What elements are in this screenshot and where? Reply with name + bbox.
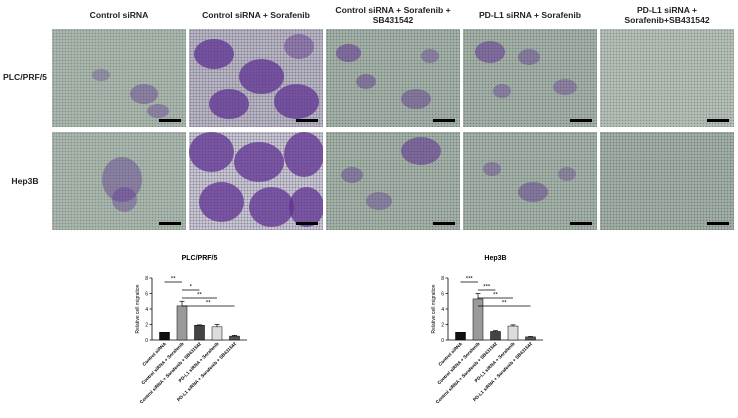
scale-bar bbox=[159, 222, 181, 225]
column-header-control-sirna: Control siRNA bbox=[89, 10, 149, 20]
bar bbox=[159, 332, 170, 341]
micrograph-plc-control-sorafenib bbox=[189, 29, 323, 127]
scale-bar bbox=[707, 222, 729, 225]
bar bbox=[211, 326, 223, 341]
significance-label: ** bbox=[171, 277, 176, 283]
chart-title: PLC/PRF/5 bbox=[182, 255, 218, 262]
bar bbox=[229, 335, 240, 341]
micrograph-hep3b-control-sorafenib bbox=[189, 132, 323, 230]
scale-bar bbox=[159, 119, 181, 122]
scale-bar bbox=[433, 119, 455, 122]
bar bbox=[525, 336, 536, 341]
significance-label: * bbox=[190, 285, 193, 291]
column-header-pdl1-sorafenib: PD-L1 siRNA + Sorafenib bbox=[478, 10, 582, 20]
micrograph-plc-control bbox=[52, 29, 186, 127]
y-axis-label: Relative cell migration bbox=[431, 284, 437, 333]
row-label-hep3b: Hep3B bbox=[11, 176, 39, 186]
micrograph-hep3b-control-sorafenib-sb431542 bbox=[326, 132, 460, 230]
micrograph-hep3b-pdl1-sorafenib bbox=[463, 132, 597, 230]
y-axis-label: Relative cell migration bbox=[135, 284, 141, 333]
micrograph-hep3b-pdl1-sorafenib-sb431542 bbox=[600, 132, 734, 230]
y-tick-label: 6 bbox=[441, 292, 444, 298]
column-header-pdl1-sorafenib-sb431542: PD-L1 siRNA + Sorafenib+SB431542 bbox=[624, 5, 710, 25]
significance-label: *** bbox=[483, 285, 491, 291]
micrograph-plc-pdl1-sorafenib-sb431542 bbox=[600, 29, 734, 127]
y-tick-label: 0 bbox=[145, 338, 148, 344]
bar bbox=[176, 305, 188, 341]
chart-title: Hep3B bbox=[484, 255, 506, 262]
column-header-control-sorafenib: Control siRNA + Sorafenib bbox=[202, 10, 310, 20]
scale-bar bbox=[433, 222, 455, 225]
scale-bar bbox=[296, 119, 318, 122]
scale-bar bbox=[296, 222, 318, 225]
bar bbox=[490, 331, 501, 341]
bar bbox=[472, 298, 484, 341]
y-tick-label: 8 bbox=[145, 276, 148, 282]
bar bbox=[507, 325, 519, 341]
y-tick-label: 0 bbox=[441, 338, 444, 344]
scale-bar bbox=[570, 119, 592, 122]
y-tick-label: 4 bbox=[441, 307, 444, 313]
significance-label: ** bbox=[206, 301, 211, 307]
y-tick-label: 8 bbox=[441, 276, 444, 282]
bar bbox=[194, 325, 205, 341]
bar bbox=[455, 332, 466, 341]
micrograph-plc-control-sorafenib-sb431542 bbox=[326, 29, 460, 127]
row-label-plc-prf-5: PLC/PRF/5 bbox=[3, 72, 47, 82]
y-tick-label: 2 bbox=[441, 323, 444, 329]
significance-label: ** bbox=[493, 293, 498, 299]
column-header-control-sorafenib-sb431542: Control siRNA + Sorafenib + SB431542 bbox=[335, 5, 451, 25]
y-tick-label: 6 bbox=[145, 292, 148, 298]
scale-bar bbox=[570, 222, 592, 225]
significance-label: *** bbox=[466, 277, 474, 283]
significance-label: ** bbox=[197, 293, 202, 299]
micrograph-hep3b-control bbox=[52, 132, 186, 230]
y-tick-label: 2 bbox=[145, 323, 148, 329]
y-tick-label: 4 bbox=[145, 307, 148, 313]
scale-bar bbox=[707, 119, 729, 122]
micrograph-plc-pdl1-sorafenib bbox=[463, 29, 597, 127]
significance-label: ** bbox=[502, 301, 507, 307]
